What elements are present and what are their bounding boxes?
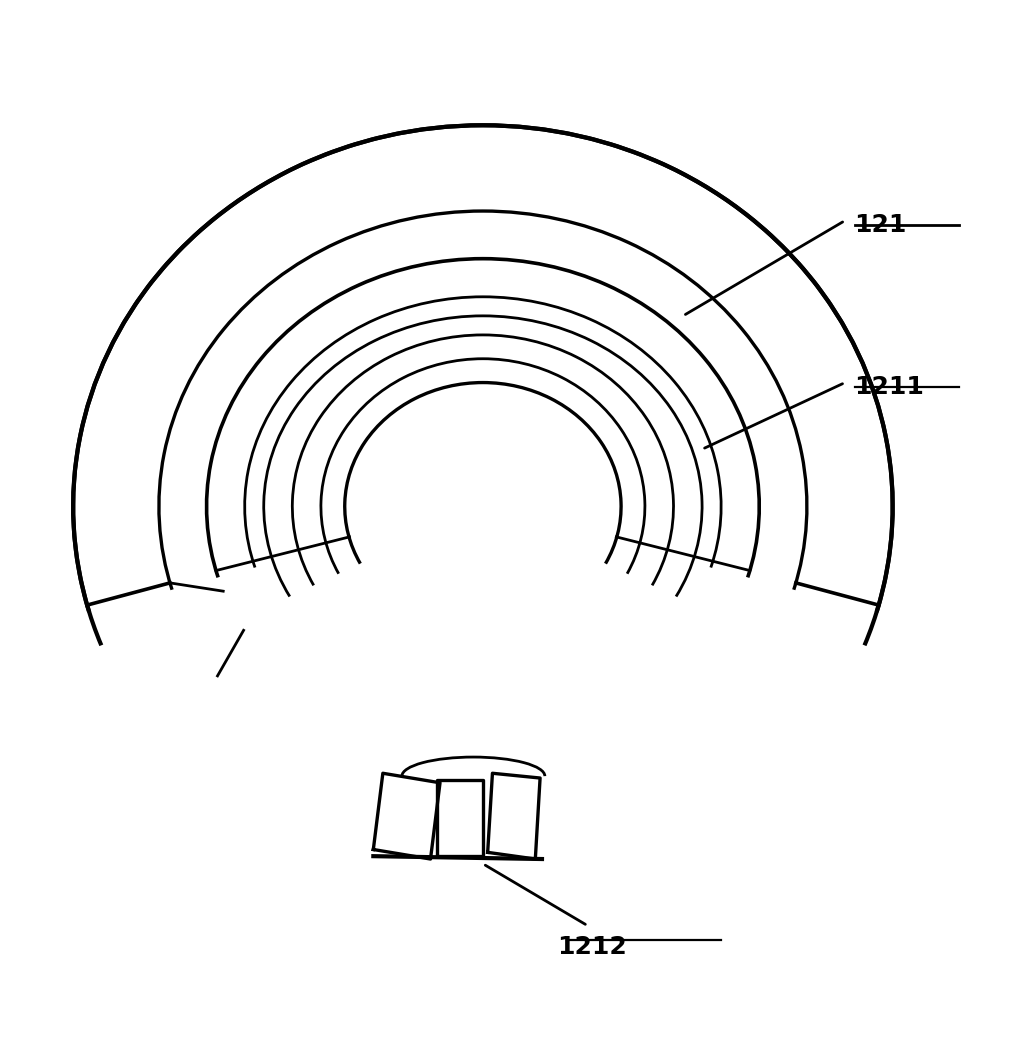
Polygon shape (373, 774, 440, 859)
Polygon shape (488, 774, 540, 859)
Text: 1211: 1211 (854, 375, 925, 399)
Polygon shape (437, 780, 483, 857)
Text: 121: 121 (854, 213, 907, 238)
Text: 1212: 1212 (558, 935, 627, 960)
